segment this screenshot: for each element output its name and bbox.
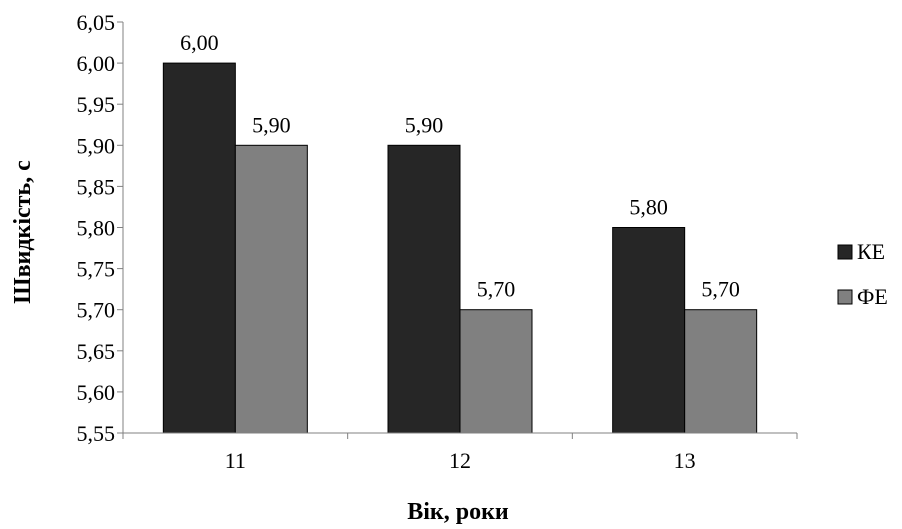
x-tick-label: 11: [225, 448, 246, 473]
y-axis-title: Швидкість, с: [10, 160, 36, 304]
y-tick-label: 5,80: [77, 216, 116, 241]
y-tick-label: 5,60: [77, 380, 116, 405]
legend-label-ke: КЕ: [857, 239, 885, 264]
bar: [162, 62, 236, 434]
data-label: 5,70: [701, 277, 740, 302]
data-labels: 6,00 5,90 5,90 5,70 5,80 5,70: [180, 30, 740, 302]
x-axis-title: Вік, роки: [407, 499, 509, 525]
data-label: 5,80: [629, 195, 668, 220]
bar: [684, 309, 758, 434]
legend: КЕ ФЕ: [837, 239, 888, 309]
bars: [162, 62, 758, 434]
legend-label-fe: ФЕ: [857, 284, 888, 309]
y-tick-label: 5,55: [77, 421, 116, 446]
y-tick-label: 5,95: [77, 92, 116, 117]
bar: [387, 144, 461, 434]
y-tick-label: 6,05: [77, 10, 116, 35]
legend-swatch-ke: [837, 244, 853, 260]
y-tick-label: 5,85: [77, 174, 116, 199]
y-tick-label: 5,75: [77, 257, 116, 282]
legend-swatch-fe: [837, 289, 853, 305]
y-tick-label: 5,70: [77, 298, 116, 323]
x-tick-label: 13: [674, 448, 696, 473]
data-label: 5,90: [252, 112, 291, 137]
bar: [234, 144, 308, 434]
data-label: 5,70: [477, 277, 516, 302]
y-tick-label: 5,65: [77, 339, 116, 364]
y-tick-label: 6,00: [77, 51, 116, 76]
data-label: 5,90: [405, 112, 444, 137]
y-axis-ticks: 5,55 5,60 5,65 5,70 5,75 5,80 5,85 5,90 5,95 6,00…: [77, 10, 123, 446]
x-axis-ticks: 11 12 13: [122, 433, 798, 473]
bar: [612, 227, 686, 434]
x-tick-label: 12: [449, 448, 471, 473]
data-label: 6,00: [180, 30, 219, 55]
bar: [459, 309, 533, 434]
y-tick-label: 5,90: [77, 133, 116, 158]
